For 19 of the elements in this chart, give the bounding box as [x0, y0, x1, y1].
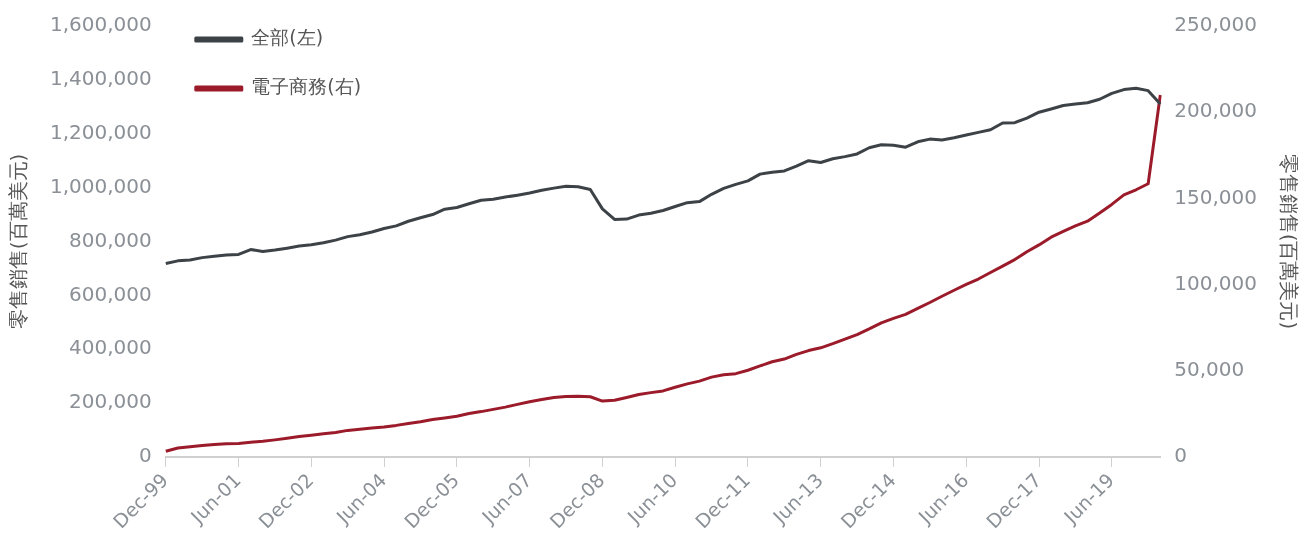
- y2-tick-label: 250,000: [1174, 12, 1258, 37]
- y2-tick-label: 150,000: [1174, 184, 1258, 209]
- y-tick-label: 600,000: [69, 281, 152, 306]
- y-tick-label: 200,000: [69, 389, 152, 414]
- y-tick-label: 400,000: [69, 335, 152, 360]
- y-tick-label: 1,400,000: [49, 66, 152, 91]
- y2-tick-label: 100,000: [1174, 270, 1258, 295]
- y2-axis-title: 零售銷售(百萬美元): [1276, 153, 1301, 330]
- legend-label: 全部(左): [251, 26, 324, 49]
- legend-label: 電子商務(右): [251, 75, 362, 98]
- y-axis-title: 零售銷售(百萬美元): [6, 153, 31, 330]
- y-tick-label: 1,600,000: [49, 12, 152, 37]
- y2-tick-label: 200,000: [1174, 98, 1258, 123]
- y2-tick-label: 0: [1174, 443, 1188, 468]
- y-tick-label: 0: [139, 443, 152, 468]
- y-tick-label: 1,000,000: [49, 173, 152, 198]
- y-tick-label: 1,200,000: [49, 119, 152, 144]
- y-tick-label: 800,000: [69, 227, 152, 252]
- y2-tick-label: 50,000: [1174, 356, 1245, 381]
